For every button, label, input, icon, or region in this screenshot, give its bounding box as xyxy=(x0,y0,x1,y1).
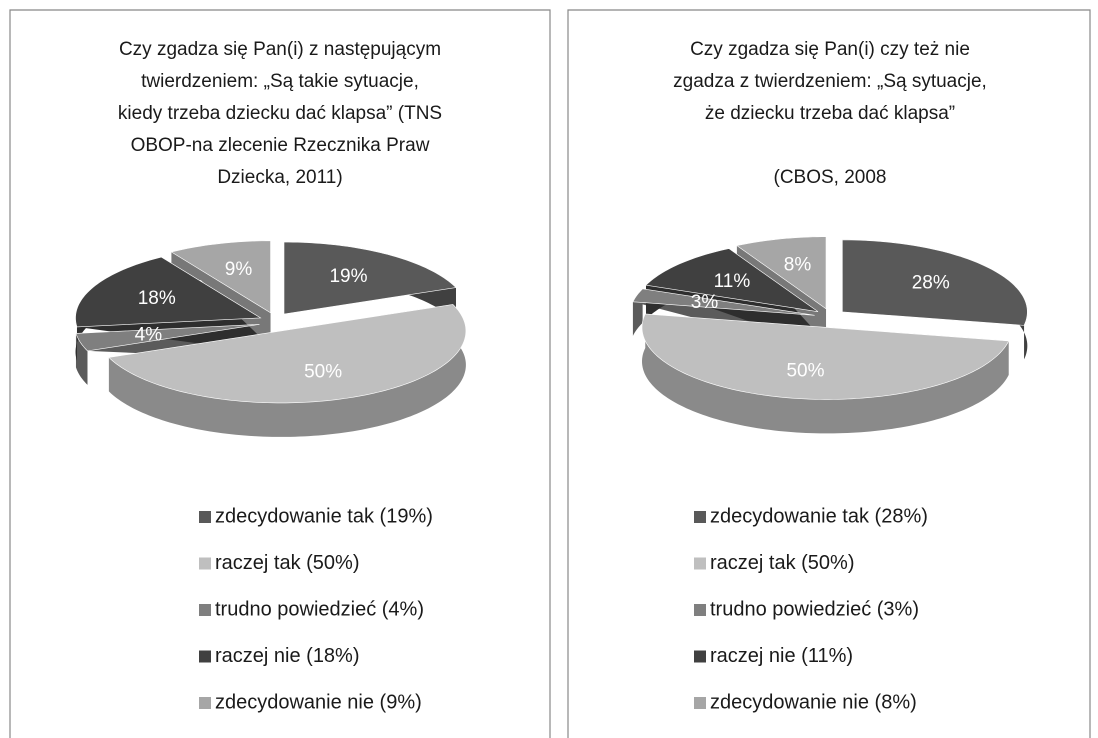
data-label: 8% xyxy=(784,254,812,275)
legend-label: zdecydowanie tak (28%) xyxy=(710,505,928,527)
data-label: 4% xyxy=(135,325,163,346)
legend-swatch xyxy=(199,604,211,616)
chart-title: zgadza z twierdzeniem: „Są sytuacje, xyxy=(673,71,987,92)
slice xyxy=(108,304,467,404)
data-label: 18% xyxy=(138,288,176,309)
legend-label: trudno powiedzieć (3%) xyxy=(710,598,919,620)
chart-title: Dziecka, 2011) xyxy=(217,167,342,188)
legend-swatch xyxy=(199,557,211,570)
legend-swatch xyxy=(694,557,706,570)
chart-title: że dziecku trzeba dać klapsa” xyxy=(705,103,955,124)
slice-side xyxy=(75,333,88,385)
slice xyxy=(75,256,262,328)
legend-swatch xyxy=(694,511,706,523)
data-label: 9% xyxy=(225,259,253,280)
legend-swatch xyxy=(199,697,211,709)
chart-title: Czy zgadza się Pan(i) z następującym xyxy=(119,39,441,60)
slice xyxy=(736,236,827,310)
panel-border xyxy=(9,9,551,738)
legend-label: zdecydowanie tak (19%) xyxy=(215,505,433,527)
legend-label: raczej nie (11%) xyxy=(710,645,853,667)
data-label: 28% xyxy=(912,272,950,293)
data-label: 11% xyxy=(714,271,751,292)
slice-side xyxy=(642,313,1009,434)
legend-swatch xyxy=(199,511,211,523)
legend-swatch xyxy=(199,650,211,663)
legend-label: raczej tak (50%) xyxy=(215,552,360,574)
chart-title: Czy zgadza się Pan(i) czy też nie xyxy=(690,39,970,60)
data-label: 50% xyxy=(304,361,342,382)
data-label: 50% xyxy=(786,360,824,381)
panel-border xyxy=(567,9,1091,738)
slice xyxy=(75,324,260,352)
slice-side xyxy=(108,304,466,437)
slice xyxy=(170,240,271,314)
chart-subtitle: (CBOS, 2008 xyxy=(774,167,887,188)
legend-label: raczej tak (50%) xyxy=(710,552,855,574)
legend-swatch xyxy=(694,697,706,709)
chart-title: OBOP-na zlecenie Rzecznika Praw xyxy=(131,135,430,156)
chart-title: kiedy trzeba dziecku dać klapsa” (TNS xyxy=(118,103,442,124)
slice xyxy=(645,248,819,312)
data-label: 19% xyxy=(329,266,367,287)
legend-swatch xyxy=(694,650,706,663)
slice xyxy=(283,241,457,315)
slice xyxy=(641,313,1010,400)
chart-title: twierdzeniem: „Są takie sytuacje, xyxy=(141,71,419,92)
slice xyxy=(842,239,1028,326)
legend-label: zdecydowanie nie (9%) xyxy=(215,691,422,713)
legend-label: zdecydowanie nie (8%) xyxy=(710,691,917,713)
legend-label: raczej nie (18%) xyxy=(215,645,360,667)
slice xyxy=(632,288,815,316)
legend-label: trudno powiedzieć (4%) xyxy=(215,598,424,620)
data-label: 3% xyxy=(691,292,719,313)
legend-swatch xyxy=(694,604,706,616)
